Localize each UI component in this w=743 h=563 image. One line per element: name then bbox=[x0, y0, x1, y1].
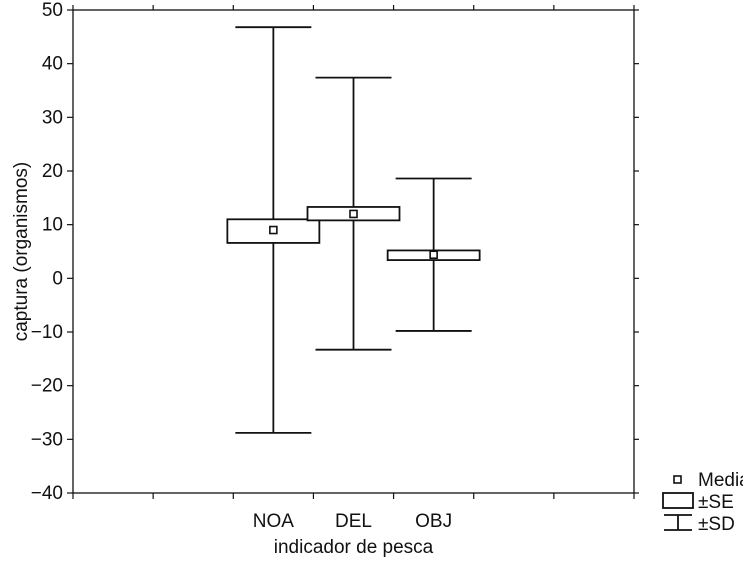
y-axis-title: captura (organismos) bbox=[11, 162, 32, 342]
y-tick-label: 30 bbox=[42, 107, 63, 128]
y-tick-label: −20 bbox=[31, 376, 63, 397]
y-tick-label: 0 bbox=[52, 268, 63, 289]
legend: Media±SE±SD bbox=[662, 470, 743, 535]
legend-item-sd: ±SD bbox=[664, 514, 735, 535]
plot-frame bbox=[72, 9, 635, 494]
legend-label: ±SE bbox=[698, 492, 734, 513]
legend-label: ±SD bbox=[698, 514, 735, 535]
legend-item-mean: Media bbox=[673, 470, 743, 491]
y-axis: −40 −30 −20 −10 0 10 20 30 40 50 bbox=[31, 0, 639, 504]
legend-se-symbol bbox=[662, 492, 694, 509]
group-obj bbox=[386, 177, 481, 332]
y-tick-label: −30 bbox=[31, 429, 63, 450]
x-axis-title: indicador de pesca bbox=[274, 537, 434, 558]
x-tick-label: DEL bbox=[335, 511, 372, 532]
legend-mean-symbol bbox=[673, 475, 682, 484]
plot-area bbox=[226, 26, 481, 434]
legend-item-se: ±SE bbox=[662, 492, 734, 513]
mean-marker bbox=[349, 209, 358, 219]
y-tick-label: −10 bbox=[31, 322, 63, 343]
group-del bbox=[306, 76, 401, 351]
y-tick-label: 20 bbox=[42, 161, 63, 182]
mean-marker bbox=[269, 225, 278, 235]
x-tick-label: OBJ bbox=[415, 511, 452, 532]
x-axis: NOA DEL OBJ bbox=[72, 5, 635, 532]
y-tick-label: 50 bbox=[42, 0, 63, 21]
y-tick-label: 40 bbox=[42, 54, 63, 75]
legend-label: Media bbox=[698, 470, 743, 491]
mean-marker bbox=[429, 250, 438, 260]
group-noa bbox=[226, 26, 321, 434]
x-tick-label: NOA bbox=[253, 511, 295, 532]
y-tick-label: 10 bbox=[42, 215, 63, 236]
y-tick-label: −40 bbox=[31, 483, 63, 504]
